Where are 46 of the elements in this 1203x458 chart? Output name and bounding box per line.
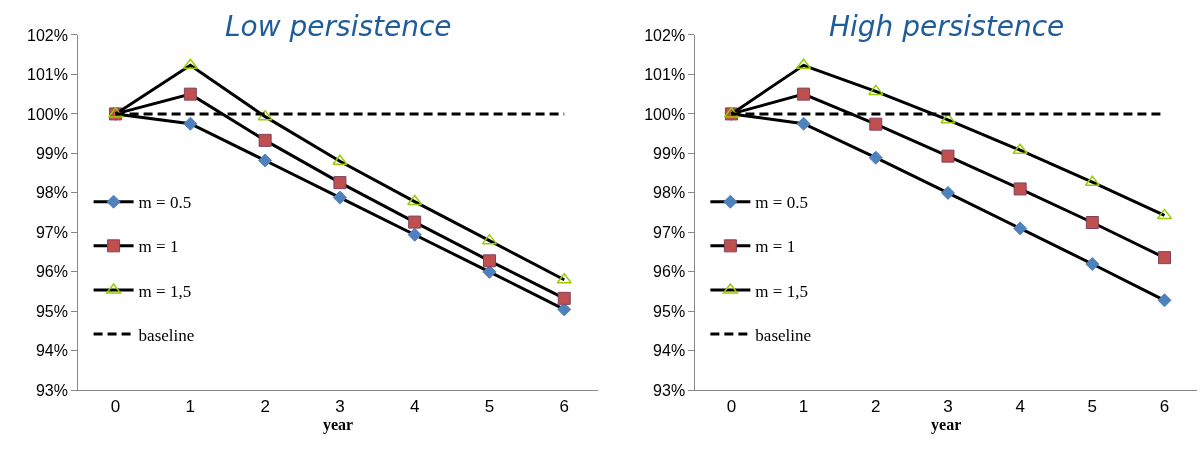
y-tick-label: 97% bbox=[35, 223, 68, 241]
x-tick-label: 6 bbox=[1159, 396, 1170, 416]
y-tick-label: 96% bbox=[35, 263, 68, 281]
legend-label: m = 1 bbox=[755, 237, 796, 257]
y-tick-label: 98% bbox=[35, 184, 68, 202]
x-tick-label: 5 bbox=[1087, 396, 1098, 416]
y-tick-label: 102% bbox=[644, 26, 686, 44]
legend-label: baseline bbox=[755, 325, 812, 345]
x-axis-title: year bbox=[931, 415, 962, 434]
y-tick-label: 95% bbox=[653, 302, 686, 320]
x-tick-label: 1 bbox=[798, 396, 809, 416]
legend-label: m = 1,5 bbox=[755, 281, 808, 301]
y-tick-label: 99% bbox=[35, 144, 68, 162]
y-tick-label: 98% bbox=[653, 184, 686, 202]
x-tick-label: 2 bbox=[260, 396, 270, 416]
legend-label: m = 0.5 bbox=[755, 193, 808, 213]
legend-label: m = 0.5 bbox=[138, 193, 192, 213]
y-tick-label: 96% bbox=[653, 263, 686, 281]
x-tick-label: 5 bbox=[484, 396, 495, 416]
y-tick-label: 100% bbox=[27, 105, 68, 123]
y-tick-label: 94% bbox=[35, 342, 68, 360]
legend-label: baseline bbox=[138, 325, 195, 345]
y-tick-label: 95% bbox=[35, 302, 68, 320]
y-tick-label: 101% bbox=[27, 65, 68, 83]
legend-label: m = 1,5 bbox=[138, 281, 192, 301]
x-tick-label: 4 bbox=[1015, 396, 1025, 416]
x-tick-label: 0 bbox=[110, 396, 121, 416]
y-tick-label: 102% bbox=[27, 26, 68, 44]
y-tick-label: 99% bbox=[653, 144, 686, 162]
x-tick-label: 1 bbox=[185, 396, 196, 416]
x-tick-label: 3 bbox=[335, 396, 345, 416]
chart-title: High persistence bbox=[829, 10, 1065, 43]
x-tick-label: 2 bbox=[871, 396, 881, 416]
y-tick-label: 100% bbox=[644, 105, 686, 123]
y-tick-label: 93% bbox=[653, 381, 686, 399]
x-tick-label: 4 bbox=[409, 396, 420, 416]
x-tick-label: 0 bbox=[726, 396, 737, 416]
y-tick-label: 94% bbox=[653, 342, 686, 360]
chart-title: Low persistence bbox=[225, 10, 452, 43]
y-tick-label: 97% bbox=[653, 223, 686, 241]
x-axis-title: year bbox=[322, 415, 354, 434]
legend-label: m = 1 bbox=[138, 237, 179, 257]
x-tick-label: 3 bbox=[943, 396, 953, 416]
x-tick-label: 6 bbox=[559, 396, 569, 416]
y-tick-label: 93% bbox=[35, 381, 68, 399]
y-tick-label: 101% bbox=[644, 65, 686, 83]
